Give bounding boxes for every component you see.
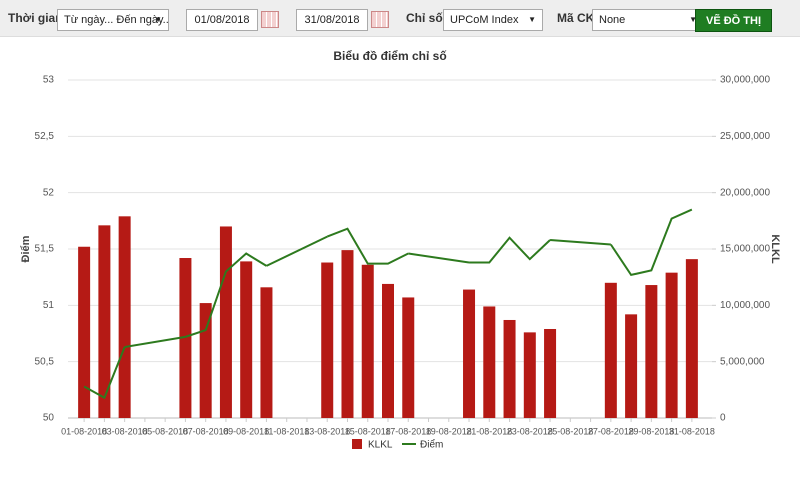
y-tick-label: 52,5 (35, 131, 55, 142)
x-tick-label: 05-08-2018 (142, 426, 188, 436)
x-tick-label: 13-08-2018 (304, 426, 350, 436)
date-input[interactable]: 31/08/2018 (296, 9, 368, 31)
y-tick-label: 50 (43, 413, 55, 424)
y-tick-label: 51,5 (35, 244, 55, 255)
calendar-icon[interactable] (261, 11, 279, 28)
bar (240, 261, 253, 418)
y-tick-label: 51 (43, 300, 55, 311)
bar (523, 332, 536, 418)
line (83, 208, 693, 400)
bar (402, 297, 415, 418)
draw-button[interactable]: VẼ ĐỒ THỊ (695, 9, 773, 32)
gap-connector (549, 238, 611, 246)
x-tick-label: 19-08-2018 (426, 426, 472, 436)
date-input[interactable]: 01/08/2018 (186, 9, 258, 31)
legend-label: KLKL (368, 440, 393, 451)
bar (544, 328, 557, 418)
select[interactable]: None (592, 9, 704, 31)
bar (625, 314, 638, 418)
x-tick-label: 21-08-2018 (466, 426, 512, 436)
x-tick-label: 25-08-2018 (547, 426, 593, 436)
x-tick-label: 15-08-2018 (345, 426, 391, 436)
y2-tick-label: 5,000,000 (720, 356, 765, 367)
bar (483, 306, 496, 418)
x-tick-label: 07-08-2018 (183, 426, 229, 436)
bar (382, 283, 394, 418)
y2-tick-label: 10,000,000 (720, 300, 770, 311)
chart-title: Biểu đồ điểm chỉ số (333, 49, 446, 63)
x-tick-label: 01-08-2018 (61, 426, 107, 436)
bar (118, 216, 131, 418)
y2-axis-label: KLKL (769, 234, 781, 264)
bar (604, 282, 617, 418)
label: Mã CK (557, 11, 595, 25)
bar (665, 272, 678, 418)
bar (78, 246, 91, 418)
y2-tick-label: 15,000,000 (720, 244, 770, 255)
bar (361, 264, 374, 418)
x-tick-label: 29-08-2018 (628, 426, 674, 436)
gap-connector (408, 252, 470, 264)
calendar-icon[interactable] (371, 11, 389, 28)
x-tick-label: 17-08-2018 (385, 426, 431, 436)
y2-tick-label: 20,000,000 (720, 187, 770, 198)
y2-tick-label: 25,000,000 (720, 131, 770, 142)
x-tick-label: 31-08-2018 (669, 426, 715, 436)
legend-swatch (352, 439, 362, 449)
select[interactable]: UPCoM Index (443, 9, 543, 31)
label: Chỉ số (406, 11, 443, 25)
x-tick-label: 03-08-2018 (102, 426, 148, 436)
label: Thời gian (8, 11, 63, 25)
bar (503, 319, 516, 418)
bar (463, 289, 476, 418)
legend-label: Điểm (420, 439, 443, 451)
bar (341, 250, 354, 418)
bar (260, 287, 273, 418)
y-tick-label: 52 (43, 187, 55, 198)
y-tick-label: 53 (43, 75, 55, 86)
x-tick-label: 09-08-2018 (223, 426, 269, 436)
gap-connector (124, 335, 186, 349)
bar (685, 259, 698, 418)
y-axis-label: Điểm (20, 235, 32, 262)
x-tick-label: 11-08-2018 (264, 426, 309, 436)
x-tick-label: 23-08-2018 (507, 426, 553, 436)
x-tick-label: 27-08-2018 (588, 426, 634, 436)
toolbar: Thời gian Từ ngày... Đến ngày... 01/08/2… (0, 0, 800, 37)
y-tick-label: 50,5 (35, 356, 55, 367)
bar (321, 262, 334, 418)
y2-tick-label: 0 (720, 413, 726, 424)
bar (219, 226, 232, 418)
select[interactable]: Từ ngày... Đến ngày... (57, 9, 169, 31)
bar (98, 225, 111, 418)
bar (645, 285, 658, 418)
bar (179, 258, 192, 418)
y2-tick-label: 30,000,000 (720, 75, 770, 86)
gap-connector (266, 235, 328, 267)
